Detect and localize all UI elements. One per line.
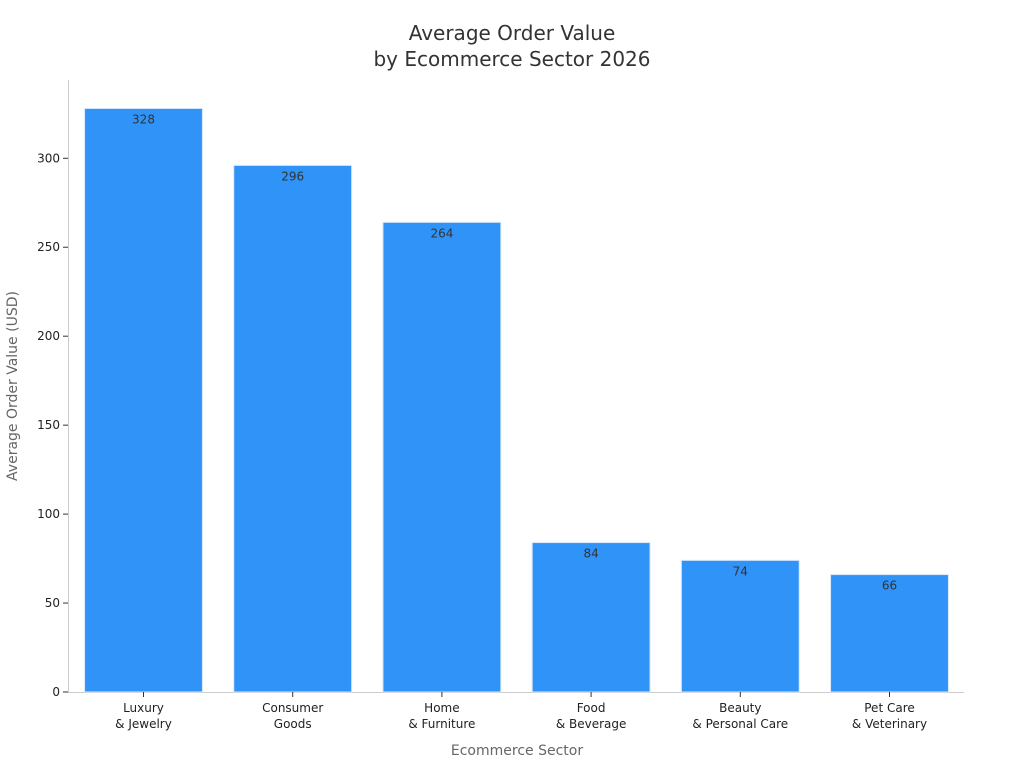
x-category-label: Goods — [274, 717, 312, 731]
x-category-label: Luxury — [123, 701, 164, 715]
y-tick-label: 250 — [37, 240, 60, 254]
y-axis-title: Average Order Value (USD) — [5, 291, 21, 481]
chart-title-line-2: by Ecommerce Sector 2026 — [373, 47, 650, 71]
y-tick-label: 100 — [37, 507, 60, 521]
bar — [830, 574, 949, 693]
bar — [680, 559, 800, 693]
data-labels: 328 296 264 84 74 66 — [132, 112, 897, 592]
y-tick-label: 0 — [52, 685, 60, 699]
x-category-label: Food — [577, 701, 606, 715]
bar-value-label: 328 — [132, 112, 155, 126]
x-category-label: & Furniture — [408, 717, 475, 731]
chart-title-line-1: Average Order Value — [409, 21, 616, 45]
bar-value-label: 84 — [583, 547, 598, 561]
y-tick-label: 200 — [37, 329, 60, 343]
bars — [84, 107, 949, 693]
x-category-label: Pet Care — [864, 701, 915, 715]
x-category-label: & Beverage — [556, 717, 627, 731]
bar-value-label: 74 — [733, 564, 748, 578]
x-axis-title: Ecommerce Sector — [451, 743, 583, 759]
x-category-label: & Jewelry — [115, 717, 172, 731]
x-axis-category-labels: Luxury & Jewelry Consumer Goods Home & Furnit… — [115, 692, 927, 731]
y-tick-label: 150 — [37, 418, 60, 432]
x-category-label: Beauty — [719, 701, 761, 715]
x-category-label: Home — [424, 701, 459, 715]
bar — [531, 542, 651, 693]
x-category-label: & Personal Care — [692, 717, 788, 731]
chart-title: Average Order Value by Ecommerce Sector … — [373, 21, 650, 71]
bar-value-label: 66 — [882, 579, 897, 593]
x-category-label: & Veterinary — [852, 717, 927, 731]
y-tick-label: 300 — [37, 151, 60, 165]
bar-value-label: 296 — [281, 169, 304, 183]
y-tick-label: 50 — [45, 596, 60, 610]
bar — [382, 221, 502, 693]
x-category-label: Consumer — [262, 701, 323, 715]
bar-value-label: 264 — [430, 226, 453, 240]
bar — [233, 164, 353, 693]
bar — [84, 107, 203, 693]
y-axis-ticks: 0 50 100 150 200 250 300 — [37, 151, 68, 699]
